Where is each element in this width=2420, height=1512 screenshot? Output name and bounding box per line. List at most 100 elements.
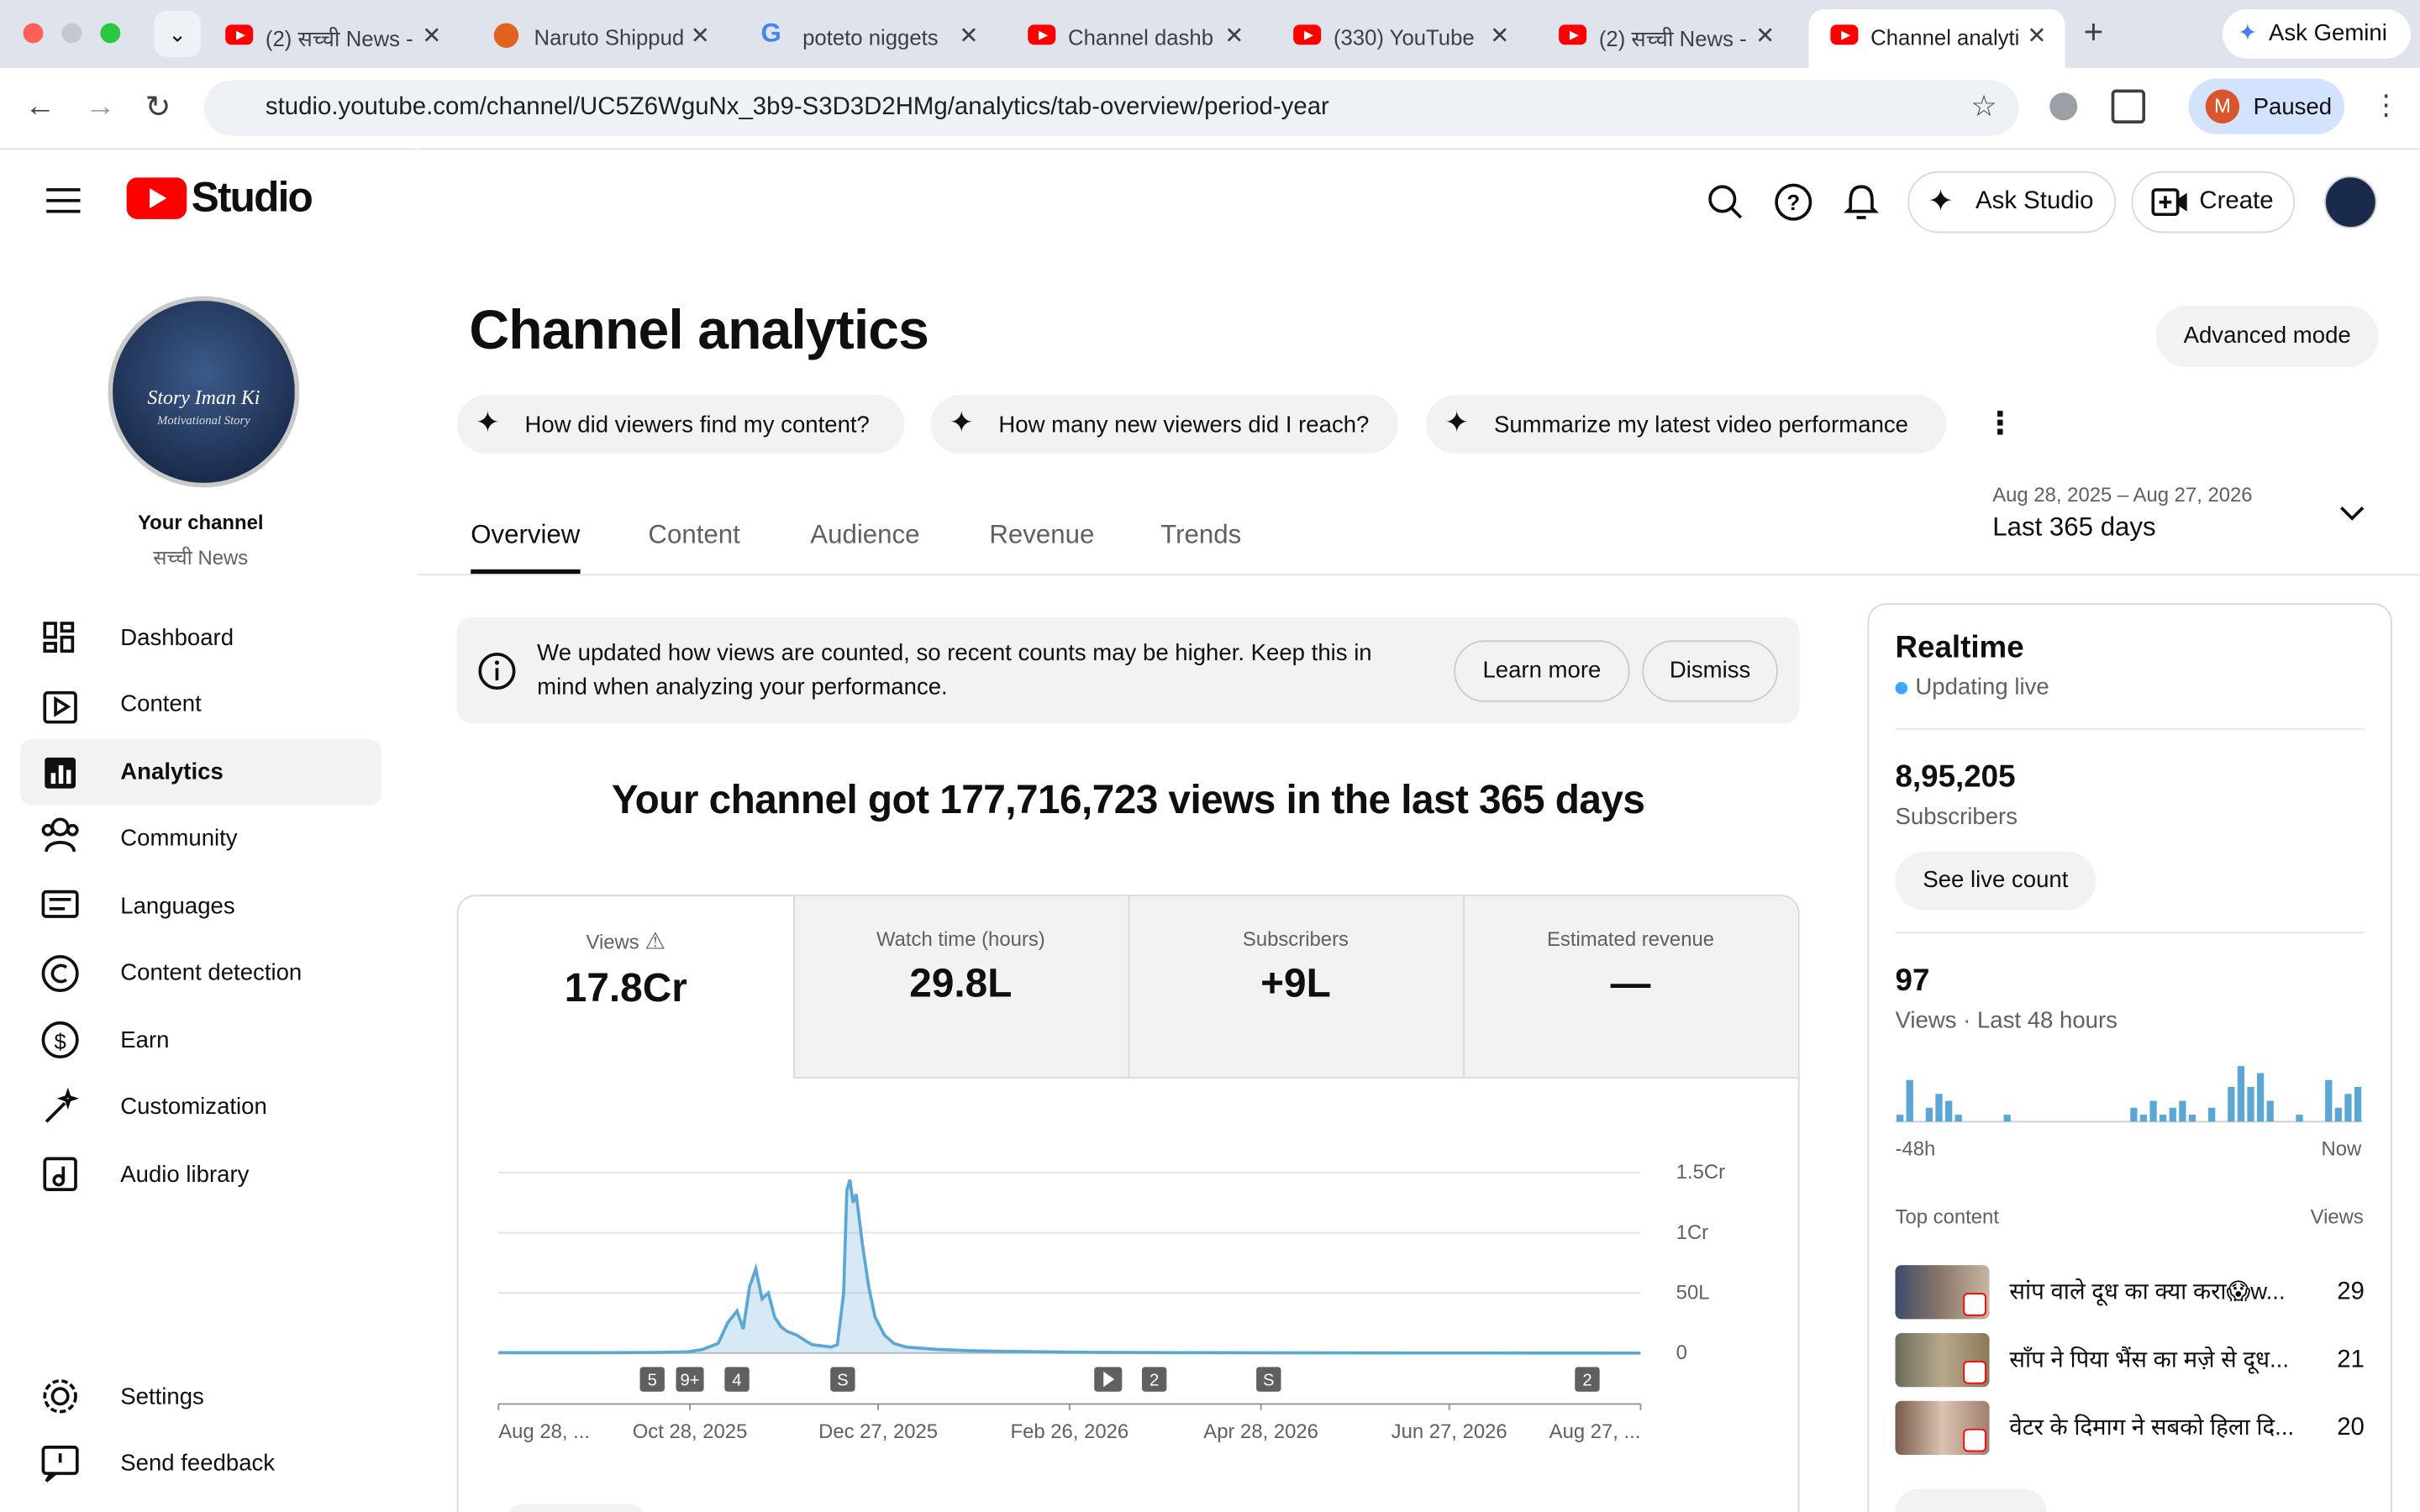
suggestion-chip[interactable]: ✦ How did viewers find my content? [456, 395, 905, 454]
gemini-button[interactable]: ✦ Ask Gemini [2222, 9, 2411, 59]
create-button[interactable]: Create [2131, 171, 2296, 234]
live-count-button[interactable]: See live count [1895, 851, 2096, 911]
tab-content[interactable]: Content [648, 519, 740, 549]
tab[interactable]: (2) सच्ची News - ✕ [1537, 9, 1793, 61]
close-window[interactable] [23, 23, 44, 44]
active-tab[interactable]: Channel analyti ✕ [1808, 9, 2065, 68]
search-button[interactable] [1707, 184, 1744, 221]
extensions-icon[interactable] [2111, 89, 2146, 123]
top-item-views: 21 [2337, 1347, 2365, 1373]
realtime-bar [2247, 1086, 2254, 1122]
gemini-label: Ask Gemini [2269, 19, 2387, 47]
more-button[interactable]: ⋮ [1985, 407, 2016, 442]
tab-search[interactable]: ⌄ [154, 10, 201, 57]
nav-item-active[interactable]: Analytics [120, 759, 224, 785]
hamburger-menu[interactable] [46, 185, 81, 216]
range-end: Now [2321, 1137, 2362, 1161]
tab[interactable]: (2) सच्ची News - ✕ [203, 9, 460, 61]
tab[interactable]: Channel dashb ✕ [1007, 9, 1263, 61]
suggestion-text: Summarize my latest video performance [1493, 412, 1909, 438]
realtime-bar [2160, 1115, 2167, 1122]
your-channel: Your channel [138, 510, 264, 534]
learn-more-button[interactable]: Learn more [1454, 640, 1630, 702]
suggestion-chip[interactable]: ✦ Summarize my latest video performance [1426, 395, 1947, 454]
tab[interactable]: Naruto Shippud ✕ [472, 9, 729, 61]
video-marker-label: 2 [1150, 1371, 1159, 1389]
x-tick-label: Oct 28, 2025 [633, 1420, 748, 1443]
forward-button[interactable]: → [85, 89, 116, 123]
video-marker-label: 2 [1582, 1371, 1591, 1389]
y-tick-label: 1Cr [1676, 1221, 1708, 1244]
advanced-mode-button[interactable]: Advanced mode [2155, 305, 2379, 368]
see-more-button[interactable] [506, 1504, 645, 1512]
avatar-subtitle: Motivational Story [157, 413, 250, 428]
top-item-views: 29 [2337, 1278, 2365, 1305]
x-tick-label: Apr 28, 2026 [1203, 1420, 1318, 1443]
metric-tab[interactable]: Watch time (hours) 29.8L [793, 896, 1128, 1077]
top-item-views: 20 [2337, 1415, 2365, 1441]
minimize-window[interactable] [61, 23, 82, 44]
nav-item[interactable]: Settings [120, 1383, 204, 1410]
y-tick-label: 1.5Cr [1676, 1161, 1725, 1184]
metric-tab[interactable]: Estimated revenue — [1463, 896, 1798, 1077]
nav-item[interactable]: Content detection [120, 959, 302, 986]
create-label: Create [2199, 188, 2274, 215]
top-item[interactable]: सांप वाले दूध का क्या करा😱w... [2009, 1278, 2286, 1305]
tab-title: (330) YouTube [1333, 24, 1475, 50]
notifications-button[interactable] [1843, 182, 1880, 223]
video-marker [639, 1367, 665, 1392]
nav-item[interactable]: Community [120, 825, 238, 852]
tab[interactable]: (330) YouTube ✕ [1271, 9, 1528, 61]
profile-status: Paused [2253, 94, 2333, 121]
omnibox[interactable]: studio.youtube.com/channel/UC5Z6WguNx_3b… [203, 80, 2019, 136]
y-tick-label: 50L [1676, 1282, 1710, 1305]
nav-item[interactable]: Earn [120, 1027, 170, 1054]
profile-button[interactable]: M Paused [2188, 78, 2345, 134]
top-item[interactable]: साँप ने पिया भैंस का मज़े से दूध... [2009, 1347, 2289, 1373]
translate-icon[interactable] [2049, 92, 2078, 121]
tab-overview[interactable]: Overview [471, 519, 581, 549]
metric-value: 17.8Cr [564, 963, 687, 1011]
see-more-button[interactable] [1895, 1488, 2047, 1512]
views-column: Views [2310, 1205, 2364, 1229]
account-avatar[interactable] [2324, 176, 2377, 228]
nav-item[interactable]: Languages [120, 893, 235, 920]
top-item[interactable]: वेटर के दिमाग ने सबको हिला दि... [2009, 1415, 2295, 1441]
dismiss-button[interactable]: Dismiss [1642, 640, 1778, 702]
metric-label: Watch time (hours) [876, 927, 1045, 951]
tab-audience[interactable]: Audience [810, 519, 920, 549]
tab-revenue[interactable]: Revenue [989, 519, 1095, 549]
realtime-bar [2188, 1115, 2196, 1122]
nav-item[interactable]: Customization [120, 1094, 267, 1121]
svg-text:S: S [1263, 1371, 1274, 1389]
nav-item[interactable]: Send feedback [120, 1450, 276, 1477]
nav-item[interactable]: Audio library [120, 1162, 250, 1189]
tab-title: Channel analyti [1870, 24, 2020, 50]
metric-tab[interactable]: Subscribers +9L [1128, 896, 1464, 1077]
tab-trends[interactable]: Trends [1160, 519, 1242, 549]
metric-tab[interactable]: Views ⚠ 17.8Cr [459, 896, 794, 1077]
new-tab[interactable]: + [2083, 12, 2104, 51]
reload-button[interactable]: ↻ [145, 91, 171, 125]
period[interactable]: Last 365 days [1992, 512, 2156, 542]
range-start: -48h [1895, 1137, 1936, 1161]
realtime-bar [2228, 1086, 2235, 1122]
help-button[interactable]: ? [1773, 182, 1813, 223]
ask-studio-button[interactable]: ✦ Ask Studio [1907, 171, 2117, 234]
channel-avatar[interactable]: Story Iman Ki Motivational Story [108, 296, 300, 488]
suggestion-text: How many new viewers did I reach? [998, 412, 1370, 438]
y-tick-label: 0 [1676, 1341, 1687, 1364]
x-tick-label: Dec 27, 2025 [818, 1420, 938, 1443]
back-button[interactable]: ← [24, 89, 56, 123]
maximize-window[interactable] [100, 23, 121, 44]
period-dropdown[interactable] [2338, 503, 2366, 525]
menu-button[interactable]: ⋮ [2372, 89, 2401, 121]
nav-item[interactable]: Dashboard [120, 624, 234, 652]
video-markers: S S [830, 1367, 1281, 1392]
suggestion-chip[interactable]: ✦ How many new viewers did I reach? [930, 395, 1399, 454]
profile-initial: M [2205, 89, 2240, 123]
nav-item[interactable]: Content [120, 690, 202, 718]
realtime-bar [2325, 1079, 2333, 1122]
realtime-card [1867, 603, 2392, 1512]
